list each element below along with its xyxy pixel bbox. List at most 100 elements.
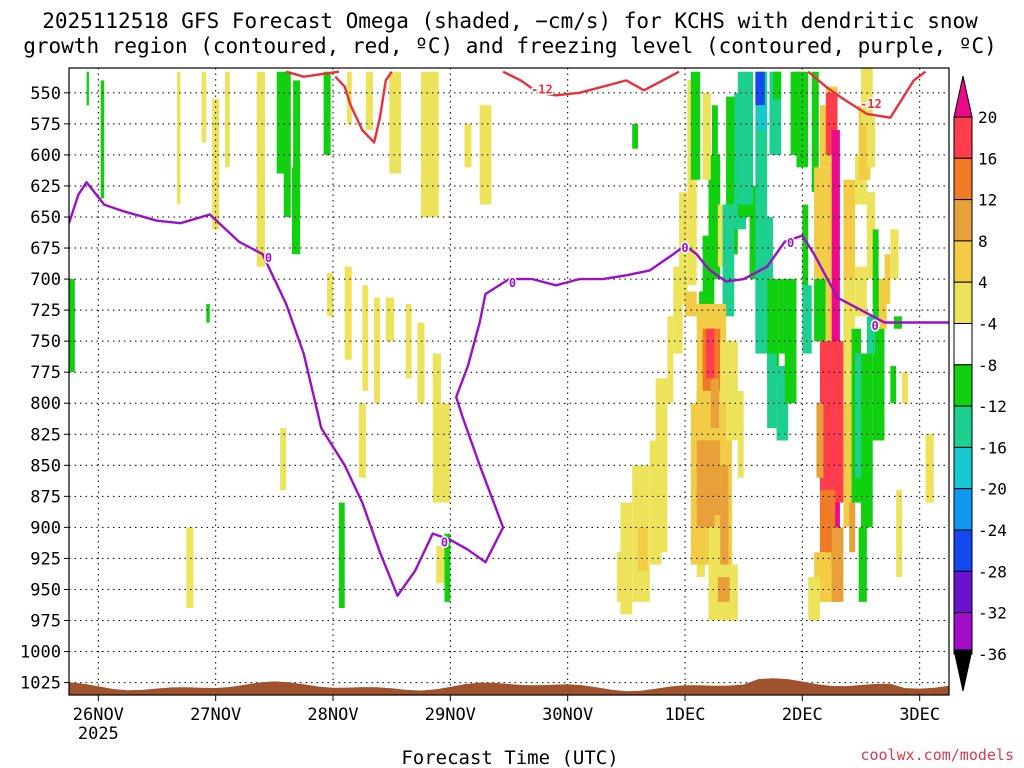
omega-cell: [814, 279, 826, 342]
omega-cell: [717, 204, 727, 267]
omega-cell: [632, 123, 639, 149]
omega-cell: [825, 86, 838, 354]
omega-cell: [720, 502, 729, 578]
y-tick-label: 850: [30, 456, 61, 476]
omega-cell: [825, 92, 838, 155]
omega-cell: [711, 105, 718, 180]
colorbar-top-arrow: [953, 75, 973, 118]
y-tick-label: 925: [30, 549, 61, 569]
y-tick-label: 675: [30, 239, 61, 259]
y-tick-label: 600: [30, 146, 61, 166]
chart-title-line-2: growth region (contoured, red, ºC) and f…: [23, 34, 997, 58]
freezing-level-contour: [69, 181, 949, 597]
x-axis: 26NOV 27NOV 28NOV 29NOV 30NOV 1DEC 2DEC 3DEC 202…: [73, 695, 940, 744]
omega-cell: [884, 254, 891, 304]
x-tick-label: 1DEC: [665, 705, 706, 725]
omega-cell: [796, 71, 809, 168]
colorbar-label: 8: [978, 232, 988, 251]
omega-cell: [861, 68, 873, 124]
colorbar-label: 12: [978, 191, 997, 210]
omega-cell: [755, 71, 768, 342]
colorbar-label: 20: [978, 108, 997, 127]
omega-cell: [778, 279, 791, 354]
freezing-level-label: 0: [509, 276, 516, 290]
colorbar-label: -20: [978, 480, 1007, 499]
colorbar-segment: [953, 323, 973, 366]
dendritic-contour: [807, 70, 927, 119]
omega-cell: [710, 378, 720, 429]
omega-cell: [649, 440, 662, 565]
colorbar-segment: [953, 529, 973, 572]
omega-cell: [338, 502, 345, 609]
omega-cell: [417, 322, 425, 404]
omega-cell: [878, 279, 887, 329]
omega-cell: [405, 303, 412, 379]
freezing-level-label: 0: [787, 236, 794, 250]
omega-cell: [858, 105, 871, 180]
omega-cell: [176, 71, 181, 205]
omega-cell: [256, 71, 265, 267]
omega-cell: [925, 434, 934, 503]
omega-cell: [855, 266, 867, 317]
omega-cell: [767, 353, 777, 429]
omega-cell: [206, 303, 210, 323]
colorbar-label: -32: [978, 604, 1007, 623]
omega-cell: [344, 266, 352, 360]
omega-cell: [696, 440, 721, 528]
omega-cell: [872, 229, 879, 304]
omega-cell: [479, 105, 492, 205]
freezing-level-label: 0: [681, 241, 688, 255]
omega-cell: [283, 71, 291, 217]
omega-cell: [616, 552, 624, 602]
omega-cell: [811, 71, 819, 193]
omega-cell: [362, 285, 369, 391]
colorbar-segment: [953, 240, 973, 283]
omega-cell: [702, 92, 711, 180]
omega-cell: [421, 71, 439, 217]
colorbar-segment: [953, 488, 973, 531]
omega-cell: [212, 99, 220, 230]
omega-cell: [767, 279, 779, 379]
x-tick-label: 2DEC: [782, 705, 823, 725]
omega-cell: [464, 123, 472, 168]
x-tick-label: 28NOV: [307, 705, 358, 725]
y-tick-label: 700: [30, 270, 61, 290]
omega-cell: [673, 266, 683, 354]
omega-cell: [843, 279, 856, 429]
omega-cell: [802, 285, 812, 354]
omega-cell: [819, 490, 836, 553]
omega-shading: [69, 68, 934, 621]
colorbar-segment: [953, 364, 973, 407]
omega-cell: [755, 71, 765, 106]
omega-cell: [276, 71, 287, 174]
colorbar-segment: [953, 157, 973, 201]
dendritic-contour: [502, 70, 680, 97]
omega-cell: [773, 71, 782, 100]
x-tick-label: 29NOV: [425, 705, 476, 725]
dendritic-contour-label: -12: [531, 82, 553, 96]
omega-cell: [831, 527, 844, 602]
omega-cell: [757, 105, 768, 131]
omega-cell: [722, 204, 735, 317]
omega-cell: [849, 502, 856, 553]
omega-cell: [708, 154, 721, 280]
omega-cell: [702, 235, 715, 342]
omega-cell: [436, 546, 445, 584]
x-tick-label: 3DEC: [899, 705, 940, 725]
colorbar-segment: [953, 612, 973, 655]
omega-cell: [687, 80, 697, 286]
dendritic-contour-label: -12: [860, 97, 882, 111]
colorbar-label: -4: [978, 315, 997, 334]
colorbar-segment: [953, 570, 973, 614]
omega-cell: [872, 279, 885, 441]
ground-shading: [69, 678, 949, 695]
x-axis-label: Forecast Time (UTC): [401, 747, 618, 768]
omega-cell: [225, 71, 230, 168]
y-tick-label: 725: [30, 301, 61, 321]
omega-cell: [843, 179, 856, 280]
colorbar-label: -12: [978, 397, 1007, 416]
colorbar-segment: [953, 116, 973, 159]
omega-cell: [843, 403, 856, 528]
omega-cell: [638, 527, 648, 571]
y-tick-label: 550: [30, 84, 61, 104]
